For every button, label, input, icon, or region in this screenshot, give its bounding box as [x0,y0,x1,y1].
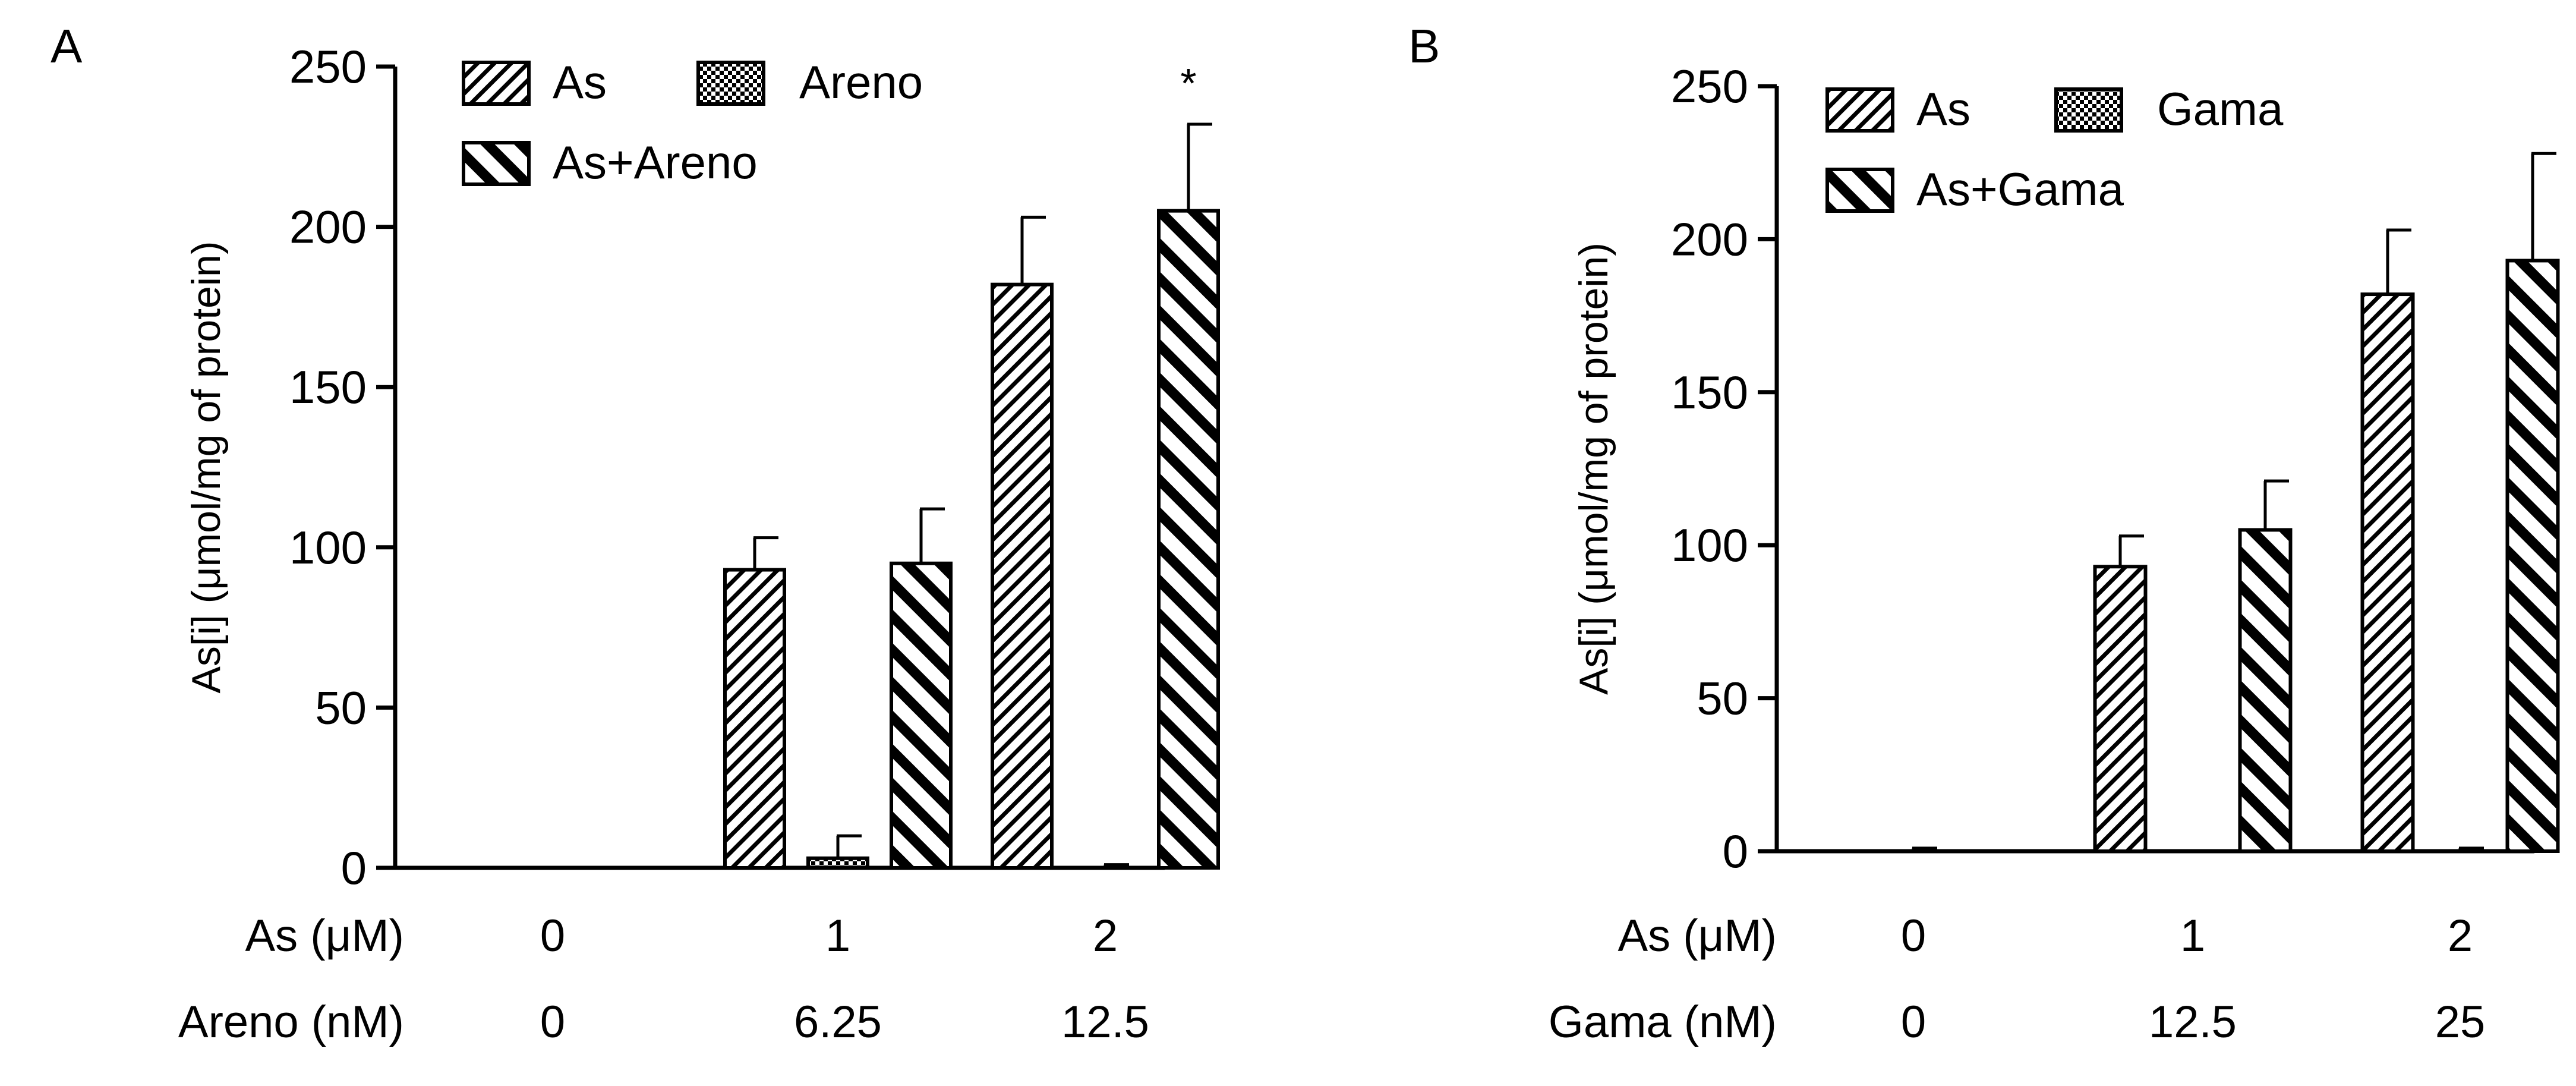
significance-mark: * [1180,60,1196,106]
y-tick-label: 0 [1723,825,1748,877]
y-tick-label: 100 [1671,519,1748,571]
x-category-label: 0 [1901,997,1926,1047]
y-axis-title: As[i] (μmol/mg of protein) [1571,243,1616,695]
x-category-label: 1 [2180,911,2205,961]
y-tick-label: 200 [1671,213,1748,265]
y-tick-label: 100 [289,521,367,574]
x-category-label: 12.5 [2149,997,2237,1047]
bar-as-gama-group-2 [2505,259,2560,854]
y-tick-label: 50 [315,681,367,734]
bar-as-group-1 [723,568,786,870]
legend-swatch [462,61,531,106]
bar-as-areno-group-2 [1157,209,1220,870]
x-category-label: 12.5 [1061,997,1149,1047]
x-category-label: 0 [1901,911,1926,961]
x-category-label: 0 [540,997,565,1047]
panel-label: A [51,20,83,73]
x-category-label: 2 [1093,911,1118,961]
y-tick-label: 50 [1697,672,1748,725]
panel-label: B [1408,20,1440,73]
bar-as-gama-group-1 [2238,528,2293,853]
x-category-label: 0 [540,911,565,961]
legend-swatch [1825,168,1894,213]
bar-as-group-2 [991,282,1054,870]
y-tick-label: 250 [289,40,367,93]
condition-row-label: Areno (nM) [178,997,404,1047]
condition-row-label: As (μM) [245,911,404,961]
bar-as-group-1 [2093,565,2148,854]
x-category-label: 6.25 [794,997,882,1047]
legend-label: As [1916,83,1970,135]
y-tick-label: 150 [289,361,367,413]
x-category-label: 1 [825,911,850,961]
y-tick-label: 250 [1671,60,1748,112]
legend-label: Gama [2157,83,2284,135]
y-tick-label: 150 [1671,366,1748,418]
legend-label: As [553,56,607,108]
legend-swatch [462,141,531,186]
bar-as-areno-group-1 [890,561,953,870]
y-axis-title: As[i] (μmol/mg of protein) [184,241,229,694]
x-category-label: 25 [2435,997,2486,1047]
y-tick-label: 200 [289,201,367,253]
legend-label: Areno [799,56,923,108]
condition-row-label: Gama (nM) [1549,997,1777,1047]
legend-label: As+Areno [553,136,758,188]
legend-swatch [1825,87,1894,133]
legend-swatch [2054,87,2123,133]
legend-label: As+Gama [1916,163,2124,215]
y-tick-label: 0 [341,842,367,894]
legend-swatch [696,61,765,106]
condition-row-label: As (μM) [1618,911,1777,961]
bar-as-group-2 [2360,292,2415,853]
x-category-label: 2 [2448,911,2473,961]
bar-areno-group-1 [806,856,869,870]
